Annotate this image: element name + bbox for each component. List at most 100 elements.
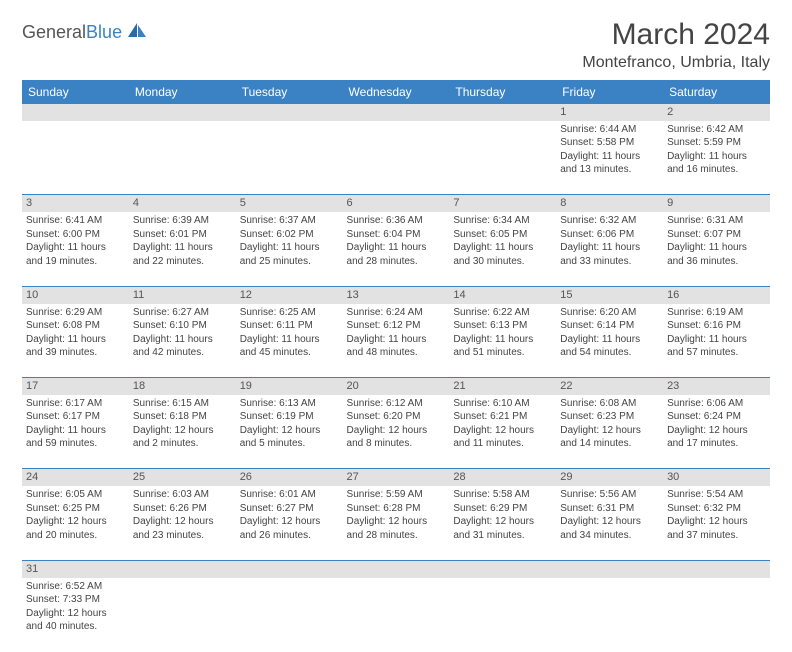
day-cell: Sunrise: 6:06 AMSunset: 6:24 PMDaylight:…: [663, 395, 770, 469]
day-cell: Sunrise: 6:36 AMSunset: 6:04 PMDaylight:…: [343, 212, 450, 286]
day-number: 26: [236, 469, 343, 486]
day-d1: Daylight: 12 hours: [453, 515, 552, 529]
day-sr: Sunrise: 6:20 AM: [560, 306, 659, 320]
day-number: 29: [556, 469, 663, 486]
day-d2: and 30 minutes.: [453, 255, 552, 269]
logo-text: GeneralBlue: [22, 22, 122, 43]
day-cell: Sunrise: 6:01 AMSunset: 6:27 PMDaylight:…: [236, 486, 343, 560]
day-ss: Sunset: 6:06 PM: [560, 228, 659, 242]
day-d2: and 59 minutes.: [26, 437, 125, 451]
day-sr: Sunrise: 6:05 AM: [26, 488, 125, 502]
day-number-row: 12: [22, 104, 770, 121]
day-content-row: Sunrise: 6:05 AMSunset: 6:25 PMDaylight:…: [22, 486, 770, 560]
day-cell-empty: [236, 121, 343, 195]
day-cell: Sunrise: 6:39 AMSunset: 6:01 PMDaylight:…: [129, 212, 236, 286]
day-cell: Sunrise: 6:34 AMSunset: 6:05 PMDaylight:…: [449, 212, 556, 286]
day-ss: Sunset: 5:58 PM: [560, 136, 659, 150]
day-cell: Sunrise: 6:41 AMSunset: 6:00 PMDaylight:…: [22, 212, 129, 286]
day-sr: Sunrise: 6:37 AM: [240, 214, 339, 228]
day-d2: and 34 minutes.: [560, 529, 659, 543]
day-d2: and 26 minutes.: [240, 529, 339, 543]
day-cell: Sunrise: 6:08 AMSunset: 6:23 PMDaylight:…: [556, 395, 663, 469]
day-number: 6: [343, 195, 450, 212]
day-ss: Sunset: 6:27 PM: [240, 502, 339, 516]
day-d1: Daylight: 12 hours: [133, 424, 232, 438]
day-cell: Sunrise: 6:44 AMSunset: 5:58 PMDaylight:…: [556, 121, 663, 195]
day-sr: Sunrise: 6:42 AM: [667, 123, 766, 137]
logo-text-blue: Blue: [86, 22, 122, 42]
day-number-row: 31: [22, 560, 770, 577]
day-sr: Sunrise: 6:03 AM: [133, 488, 232, 502]
day-ss: Sunset: 6:11 PM: [240, 319, 339, 333]
day-d2: and 57 minutes.: [667, 346, 766, 360]
day-d2: and 42 minutes.: [133, 346, 232, 360]
day-cell-empty: [236, 578, 343, 652]
day-number: 30: [663, 469, 770, 486]
day-d2: and 5 minutes.: [240, 437, 339, 451]
day-d2: and 17 minutes.: [667, 437, 766, 451]
day-d2: and 39 minutes.: [26, 346, 125, 360]
day-number: 15: [556, 286, 663, 303]
day-content-row: Sunrise: 6:41 AMSunset: 6:00 PMDaylight:…: [22, 212, 770, 286]
day-number: 22: [556, 378, 663, 395]
day-d1: Daylight: 11 hours: [26, 424, 125, 438]
location: Montefranco, Umbria, Italy: [582, 54, 770, 72]
day-d2: and 22 minutes.: [133, 255, 232, 269]
day-number: 9: [663, 195, 770, 212]
day-number-empty: [22, 104, 129, 121]
day-cell: Sunrise: 6:10 AMSunset: 6:21 PMDaylight:…: [449, 395, 556, 469]
day-d2: and 20 minutes.: [26, 529, 125, 543]
day-cell: Sunrise: 5:54 AMSunset: 6:32 PMDaylight:…: [663, 486, 770, 560]
day-number: 19: [236, 378, 343, 395]
day-d2: and 54 minutes.: [560, 346, 659, 360]
day-ss: Sunset: 6:02 PM: [240, 228, 339, 242]
day-d1: Daylight: 11 hours: [453, 333, 552, 347]
day-d1: Daylight: 12 hours: [26, 607, 125, 621]
day-d2: and 45 minutes.: [240, 346, 339, 360]
day-d1: Daylight: 11 hours: [453, 241, 552, 255]
day-number: 7: [449, 195, 556, 212]
day-d2: and 13 minutes.: [560, 163, 659, 177]
day-number: 2: [663, 104, 770, 121]
day-cell-empty: [343, 121, 450, 195]
weekday-header: Thursday: [449, 80, 556, 104]
day-d2: and 33 minutes.: [560, 255, 659, 269]
day-number-empty: [129, 560, 236, 577]
day-d2: and 14 minutes.: [560, 437, 659, 451]
weekday-header: Sunday: [22, 80, 129, 104]
day-d2: and 16 minutes.: [667, 163, 766, 177]
day-d2: and 40 minutes.: [26, 620, 125, 634]
day-sr: Sunrise: 6:01 AM: [240, 488, 339, 502]
day-number-empty: [556, 560, 663, 577]
day-d1: Daylight: 12 hours: [667, 515, 766, 529]
day-number: 28: [449, 469, 556, 486]
day-ss: Sunset: 6:05 PM: [453, 228, 552, 242]
day-ss: Sunset: 6:23 PM: [560, 410, 659, 424]
day-sr: Sunrise: 6:29 AM: [26, 306, 125, 320]
day-sr: Sunrise: 6:19 AM: [667, 306, 766, 320]
day-ss: Sunset: 6:18 PM: [133, 410, 232, 424]
day-d1: Daylight: 12 hours: [347, 424, 446, 438]
day-ss: Sunset: 6:16 PM: [667, 319, 766, 333]
day-number: 17: [22, 378, 129, 395]
day-ss: Sunset: 6:28 PM: [347, 502, 446, 516]
day-cell-empty: [129, 121, 236, 195]
day-number: 8: [556, 195, 663, 212]
day-d2: and 8 minutes.: [347, 437, 446, 451]
day-sr: Sunrise: 6:22 AM: [453, 306, 552, 320]
day-number: 14: [449, 286, 556, 303]
weekday-header: Friday: [556, 80, 663, 104]
day-number: 16: [663, 286, 770, 303]
day-number: 13: [343, 286, 450, 303]
day-ss: Sunset: 6:19 PM: [240, 410, 339, 424]
logo-text-general: General: [22, 22, 86, 42]
day-cell: Sunrise: 6:37 AMSunset: 6:02 PMDaylight:…: [236, 212, 343, 286]
day-sr: Sunrise: 6:08 AM: [560, 397, 659, 411]
day-cell: Sunrise: 5:56 AMSunset: 6:31 PMDaylight:…: [556, 486, 663, 560]
day-number-row: 3456789: [22, 195, 770, 212]
header: GeneralBlue March 2024 Montefranco, Umbr…: [22, 18, 770, 72]
title-block: March 2024 Montefranco, Umbria, Italy: [582, 18, 770, 72]
day-cell: Sunrise: 6:31 AMSunset: 6:07 PMDaylight:…: [663, 212, 770, 286]
day-cell: Sunrise: 6:13 AMSunset: 6:19 PMDaylight:…: [236, 395, 343, 469]
day-ss: Sunset: 6:14 PM: [560, 319, 659, 333]
